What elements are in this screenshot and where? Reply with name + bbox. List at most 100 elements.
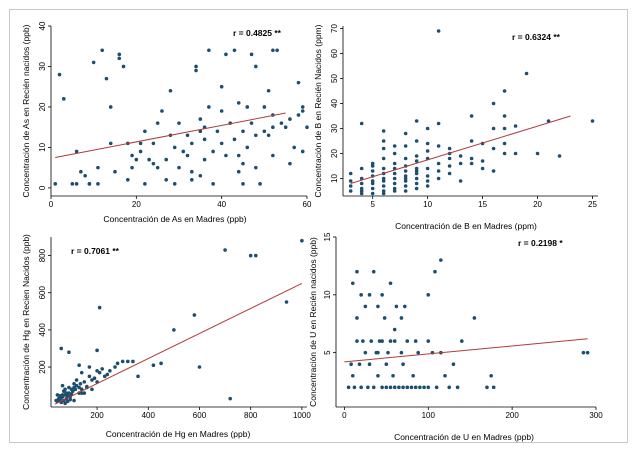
data-point <box>436 29 441 33</box>
y-tick-label: 10 <box>330 174 339 183</box>
panel-as: 0 20 40 60 0 10 20 30 40 r = 0.4825 ** Concentraci… <box>21 21 312 224</box>
x-axis-title: Concentración de As en Madres (ppb) <box>103 214 246 224</box>
data-point <box>371 385 376 390</box>
data-point <box>535 151 540 156</box>
data-point <box>108 368 112 373</box>
data-point <box>121 64 126 69</box>
data-point <box>198 117 203 121</box>
data-point <box>266 88 271 93</box>
data-point <box>355 269 359 274</box>
data-point <box>134 157 139 162</box>
correlation-label: r = 0.4825 ** <box>233 28 282 38</box>
data-point <box>557 154 562 158</box>
data-point <box>108 105 113 109</box>
data-point <box>248 253 253 258</box>
data-point <box>414 166 419 171</box>
data-point <box>202 157 207 162</box>
data-point <box>74 378 79 382</box>
data-point <box>77 385 81 390</box>
data-point <box>82 391 87 395</box>
data-point <box>425 141 430 146</box>
data-point <box>392 327 397 332</box>
data-point <box>275 48 279 53</box>
data-point <box>87 182 92 186</box>
data-point <box>236 153 241 158</box>
data-point <box>352 385 357 390</box>
data-point <box>296 113 301 117</box>
data-point <box>436 161 441 166</box>
data-point <box>348 179 353 183</box>
data-point <box>143 129 147 134</box>
data-point <box>228 396 232 401</box>
data-point <box>284 300 289 304</box>
x-tick-label: 0 <box>49 200 54 209</box>
data-point <box>414 119 419 123</box>
data-point <box>388 281 393 286</box>
data-point <box>422 385 426 390</box>
data-point <box>300 105 305 109</box>
data-point <box>130 165 134 170</box>
data-point <box>300 238 304 243</box>
y-tick-label: 20 <box>38 102 47 111</box>
data-point <box>288 161 292 166</box>
data-point <box>425 166 430 171</box>
data-point <box>147 157 151 162</box>
data-point <box>485 385 489 390</box>
data-point <box>224 52 228 57</box>
data-point <box>138 149 143 154</box>
data-point <box>198 173 203 178</box>
data-point <box>414 159 419 163</box>
y-tick-label: 10 <box>323 290 332 299</box>
data-point <box>190 169 194 174</box>
data-point <box>381 129 386 133</box>
data-point <box>392 186 397 191</box>
data-point <box>78 381 83 386</box>
data-point <box>74 383 79 388</box>
data-point <box>380 385 384 390</box>
data-point <box>219 109 224 113</box>
data-point <box>388 339 393 343</box>
data-point <box>359 121 364 126</box>
data-point <box>292 145 297 150</box>
y-axis-title: Concentración de As en Recién nacidos (p… <box>21 24 31 197</box>
data-point <box>254 253 258 258</box>
x-tick-label: 25 <box>588 200 597 209</box>
data-point <box>223 248 227 252</box>
data-point <box>79 391 84 395</box>
data-point <box>384 362 389 367</box>
data-point <box>241 182 245 186</box>
data-point <box>581 350 586 355</box>
data-point <box>96 182 100 186</box>
data-point <box>382 316 387 320</box>
data-point <box>288 117 292 121</box>
data-point <box>138 141 143 146</box>
data-point <box>472 316 477 320</box>
data-point <box>403 189 408 193</box>
y-tick-label: 200 <box>38 360 47 374</box>
data-point <box>433 269 437 274</box>
data-point <box>405 385 410 390</box>
data-point <box>198 129 203 134</box>
data-point <box>348 184 353 188</box>
data-point <box>388 385 393 390</box>
data-point <box>405 339 410 343</box>
x-tick-label: 60 <box>303 200 312 209</box>
data-point <box>53 182 58 186</box>
data-point <box>491 146 496 151</box>
fit-line <box>55 112 286 159</box>
fit-line <box>344 338 588 363</box>
x-tick-label: 0 <box>342 411 347 420</box>
data-point <box>219 141 224 146</box>
data-point <box>443 373 447 378</box>
data-point <box>249 121 254 125</box>
data-point <box>460 339 464 343</box>
data-point <box>62 97 66 101</box>
x-tick-label: 800 <box>244 411 258 420</box>
x-axis-title: Concentración de Hg en Madres (ppb) <box>106 429 251 439</box>
data-point <box>67 385 71 390</box>
correlation-label: r = 0.6324 ** <box>512 32 561 42</box>
x-tick-label: 1000 <box>293 411 311 420</box>
data-point <box>91 60 96 65</box>
data-point <box>241 129 245 134</box>
data-point <box>69 387 74 392</box>
